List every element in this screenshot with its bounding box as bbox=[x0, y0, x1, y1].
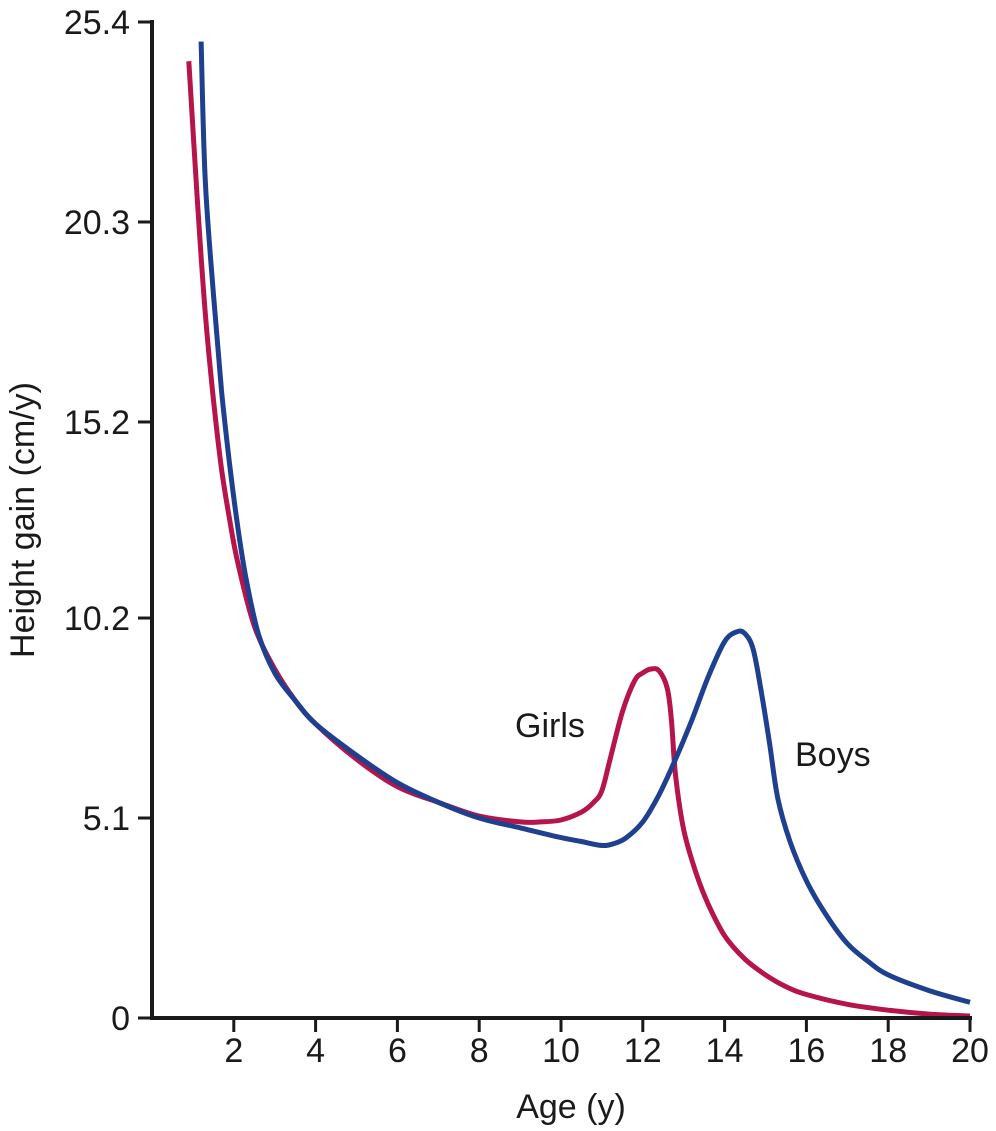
series-line-boys bbox=[198, 41, 971, 1005]
series-line-girls bbox=[186, 61, 971, 1019]
x-tick-label: 18 bbox=[869, 1032, 907, 1070]
x-tick-label: 12 bbox=[624, 1032, 662, 1070]
series-labels: Girls Boys bbox=[515, 707, 871, 774]
y-tick-label: 15.2 bbox=[64, 404, 130, 442]
x-tick-label: 14 bbox=[706, 1032, 744, 1070]
series-label-boys: Boys bbox=[795, 736, 871, 774]
x-axis-ticks: 2 4 6 8 10 12 14 16 18 20 bbox=[224, 1018, 989, 1070]
y-tick-label: 5.1 bbox=[83, 800, 130, 838]
x-tick-label: 6 bbox=[388, 1032, 407, 1070]
y-axis-title: Height gain (cm/y) bbox=[4, 382, 42, 658]
x-tick-label: 20 bbox=[951, 1032, 989, 1070]
x-tick-label: 2 bbox=[224, 1032, 243, 1070]
x-tick-label: 16 bbox=[787, 1032, 825, 1070]
y-tick-label: 0 bbox=[111, 1000, 130, 1038]
x-axis-title: Age (y) bbox=[516, 1088, 626, 1126]
y-tick-label: 20.3 bbox=[64, 204, 130, 242]
y-axis-ticks: 0 5.1 10.2 15.2 20.3 25.4 bbox=[64, 4, 152, 1038]
series-group bbox=[186, 41, 971, 1019]
x-tick-label: 4 bbox=[306, 1032, 325, 1070]
series-label-girls: Girls bbox=[515, 707, 585, 745]
x-tick-label: 10 bbox=[542, 1032, 580, 1070]
x-tick-label: 8 bbox=[470, 1032, 489, 1070]
y-tick-label: 10.2 bbox=[64, 600, 130, 638]
y-tick-label: 25.4 bbox=[64, 4, 130, 42]
